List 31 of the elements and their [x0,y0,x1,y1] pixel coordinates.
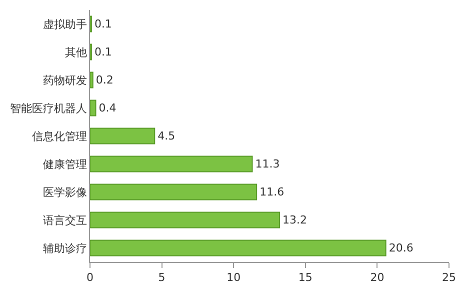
x-tick-label: 5 [158,271,166,284]
data-label: 20.6 [388,242,414,254]
y-tick-label: 辅助诊疗 [42,242,87,255]
bar [90,184,258,200]
data-label: 0.4 [98,102,116,114]
x-tick-label: 10 [226,271,241,284]
bar [90,72,94,88]
y-tick-label: 智能医疗机器人 [10,102,87,115]
bar [90,100,96,116]
data-label: 0.1 [94,18,112,30]
data-label: 4.5 [158,130,176,142]
bar [90,212,280,228]
data-label: 0.2 [96,74,114,86]
y-tick-label: 语言交互 [42,214,87,227]
data-label: 13.2 [282,214,308,226]
y-tick-label: 虚拟助手 [42,18,87,31]
bar [90,156,253,172]
y-tick-label: 其他 [64,46,87,59]
x-tick-label: 20 [370,271,384,284]
y-tick-label: 信息化管理 [32,130,87,143]
x-tick-label: 15 [298,271,312,284]
bar [90,240,386,256]
x-tick-label: 25 [442,271,456,284]
y-tick-label: 健康管理 [42,158,87,171]
bar [90,128,156,144]
y-tick-label: 医学影像 [42,186,87,199]
y-tick-label: 药物研发 [42,74,87,87]
data-label: 11.6 [260,186,284,198]
data-label: 11.3 [255,158,280,170]
data-label: 0.1 [94,46,112,58]
x-tick-label: 0 [86,271,94,284]
